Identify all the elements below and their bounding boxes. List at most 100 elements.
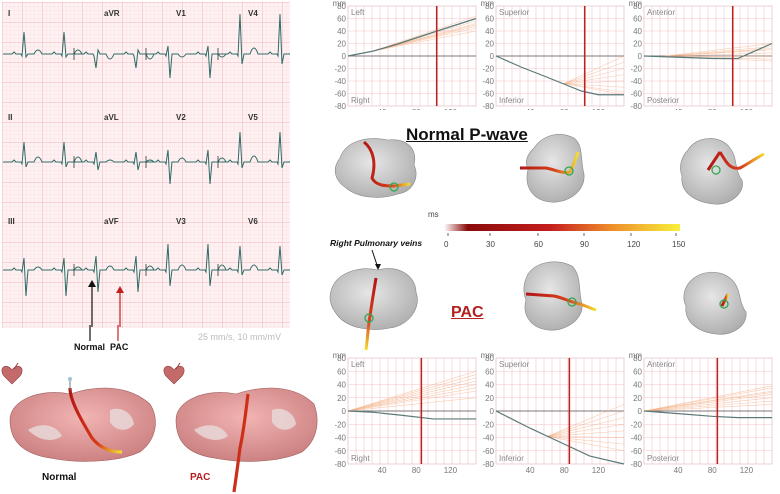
position-plot-3: 80 60 40 20 0 -20 -40 -60 -80 mm 40 80 120 Anterior Po… bbox=[629, 352, 773, 474]
y-unit-label: mm bbox=[333, 352, 347, 360]
bottom-pac-label: PAC bbox=[190, 472, 211, 483]
y-tick-label: -80 bbox=[630, 102, 642, 110]
x-tick-label: 80 bbox=[560, 466, 569, 474]
ecg-lead-label: aVL bbox=[104, 113, 119, 122]
y-tick-label: -60 bbox=[630, 90, 642, 99]
y-tick-label: 80 bbox=[485, 354, 494, 363]
y-tick-label: 40 bbox=[633, 27, 642, 36]
direction-bottom-label: Right bbox=[351, 96, 370, 105]
normal-model-2 bbox=[520, 134, 585, 203]
y-tick-label: -80 bbox=[334, 460, 346, 469]
y-tick-label: -40 bbox=[630, 77, 642, 86]
x-tick-label: 80 bbox=[708, 466, 717, 474]
pac-model-3 bbox=[683, 271, 747, 335]
x-tick-label: 80 bbox=[708, 108, 717, 110]
direction-bottom-label: Posterior bbox=[647, 454, 679, 463]
y-tick-label: 60 bbox=[485, 15, 494, 24]
colorbar-tick-label: 0 bbox=[444, 240, 449, 249]
ecg-trace-V1 bbox=[147, 45, 227, 79]
x-tick-label: 80 bbox=[412, 108, 421, 110]
direction-top-label: Anterior bbox=[647, 360, 675, 369]
pac-full-heart bbox=[175, 387, 318, 493]
rpv-annotation: Right Pulmonary veins bbox=[330, 238, 423, 248]
ecg-lead-label: I bbox=[8, 9, 10, 18]
y-tick-label: -20 bbox=[334, 65, 346, 74]
ecg-lead-label: aVR bbox=[104, 9, 120, 18]
y-tick-label: 60 bbox=[633, 367, 642, 376]
y-tick-label: -80 bbox=[334, 102, 346, 110]
ecg-trace-V6 bbox=[219, 245, 290, 276]
x-tick-label: 120 bbox=[444, 466, 458, 474]
y-tick-label: 40 bbox=[337, 381, 346, 390]
x-tick-label: 40 bbox=[674, 108, 683, 110]
y-tick-label: 0 bbox=[342, 407, 347, 416]
x-tick-label: 40 bbox=[526, 466, 535, 474]
y-tick-label: -80 bbox=[482, 460, 494, 469]
ecg-traces bbox=[3, 13, 290, 297]
ecg-trace-I bbox=[3, 31, 83, 59]
ecg-trace-aVF bbox=[75, 255, 155, 293]
y-tick-label: -40 bbox=[482, 434, 494, 443]
y-unit-label: mm bbox=[333, 0, 347, 8]
x-tick-label: 120 bbox=[740, 466, 754, 474]
colorbar-unit: ms bbox=[428, 210, 439, 219]
ecg-trace-aVL bbox=[75, 151, 156, 171]
y-tick-label: -20 bbox=[630, 420, 642, 429]
normal-full-heart bbox=[9, 377, 156, 462]
ecg-trace-III bbox=[3, 257, 83, 297]
x-tick-label: 120 bbox=[444, 108, 458, 110]
x-tick-label: 40 bbox=[526, 108, 535, 110]
ecg-trace-V2 bbox=[147, 149, 227, 185]
pac-title: PAC bbox=[451, 304, 484, 321]
position-plot-2: 80 60 40 20 0 -20 -40 -60 -80 mm 40 80 120 Superior In… bbox=[481, 352, 625, 474]
direction-top-label: Left bbox=[351, 360, 365, 369]
direction-bottom-label: Inferior bbox=[499, 454, 524, 463]
direction-top-label: Left bbox=[351, 8, 365, 17]
y-tick-label: 0 bbox=[490, 52, 495, 61]
y-tick-label: -60 bbox=[482, 90, 494, 99]
y-tick-label: 40 bbox=[485, 27, 494, 36]
y-tick-label: 60 bbox=[485, 367, 494, 376]
y-unit-label: mm bbox=[481, 352, 495, 360]
y-tick-label: 20 bbox=[337, 40, 346, 49]
y-tick-label: 80 bbox=[633, 2, 642, 11]
normal-position-plots: 80 60 40 20 0 -20 -40 -60 -80 mm 40 80 120 Left Right 8… bbox=[333, 0, 773, 110]
y-tick-label: -20 bbox=[630, 65, 642, 74]
normal-pwave-title: Normal P-wave bbox=[406, 125, 528, 144]
x-tick-label: 120 bbox=[592, 466, 606, 474]
position-plot-2: 80 60 40 20 0 -20 -40 -60 -80 mm 40 80 120 Superior In… bbox=[481, 0, 625, 110]
y-tick-label: 20 bbox=[633, 40, 642, 49]
small-heart-icon-2 bbox=[163, 362, 185, 385]
pac-arrow-head bbox=[116, 286, 124, 293]
x-tick-label: 120 bbox=[740, 108, 754, 110]
y-tick-label: -20 bbox=[482, 420, 494, 429]
y-tick-label: 0 bbox=[638, 407, 643, 416]
position-plot-1: 80 60 40 20 0 -20 -40 -60 -80 mm 40 80 120 Left Right bbox=[333, 0, 477, 110]
y-tick-label: -40 bbox=[334, 434, 346, 443]
pac-model-2 bbox=[523, 261, 597, 331]
y-tick-label: 20 bbox=[633, 394, 642, 403]
y-unit-label: mm bbox=[481, 0, 495, 8]
ecg-lead-label: V4 bbox=[248, 9, 258, 18]
ecg-trace-V5 bbox=[219, 131, 290, 169]
x-tick-label: 120 bbox=[592, 108, 606, 110]
y-tick-label: -60 bbox=[334, 90, 346, 99]
ecg-lead-label: V6 bbox=[248, 217, 258, 226]
y-tick-label: 40 bbox=[633, 381, 642, 390]
ecg-trace-V4 bbox=[219, 13, 290, 65]
y-tick-label: -80 bbox=[482, 102, 494, 110]
y-unit-label: mm bbox=[629, 352, 643, 360]
y-tick-label: 20 bbox=[337, 394, 346, 403]
normal-arrow-head bbox=[88, 280, 96, 287]
direction-bottom-label: Posterior bbox=[647, 96, 679, 105]
y-tick-label: 0 bbox=[490, 407, 495, 416]
pac-arrow-label: PAC bbox=[110, 342, 129, 352]
y-tick-label: 60 bbox=[633, 15, 642, 24]
y-tick-label: 80 bbox=[337, 2, 346, 11]
normal-arrow-label: Normal bbox=[74, 342, 106, 352]
bottom-heart-models bbox=[1, 362, 318, 493]
y-tick-label: -80 bbox=[630, 460, 642, 469]
